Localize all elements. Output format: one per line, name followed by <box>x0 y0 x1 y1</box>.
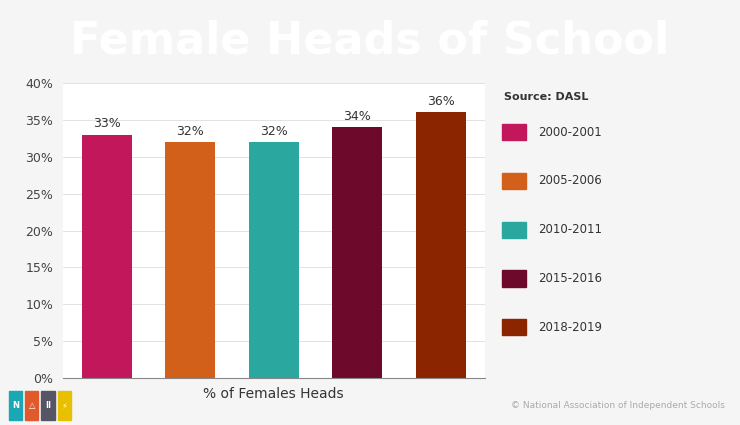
Bar <box>82 135 132 378</box>
Text: 32%: 32% <box>260 125 288 138</box>
Bar <box>416 112 465 378</box>
Text: 34%: 34% <box>343 110 371 123</box>
Text: Female Heads of School: Female Heads of School <box>70 20 670 63</box>
Text: 32%: 32% <box>177 125 204 138</box>
Text: 2000-2001: 2000-2001 <box>539 126 602 139</box>
Text: Source: DASL: Source: DASL <box>505 92 589 102</box>
Text: 2018-2019: 2018-2019 <box>539 320 602 334</box>
Bar <box>502 222 526 238</box>
X-axis label: % of Females Heads: % of Females Heads <box>204 387 344 401</box>
Text: © National Association of Independent Schools: © National Association of Independent Sc… <box>511 401 725 411</box>
Bar <box>332 127 382 378</box>
Bar <box>58 391 71 420</box>
Text: 2010-2011: 2010-2011 <box>539 223 602 236</box>
Bar <box>502 173 526 189</box>
Bar <box>502 270 526 287</box>
Bar <box>166 142 215 378</box>
Text: 33%: 33% <box>93 117 121 130</box>
Text: 36%: 36% <box>427 95 454 108</box>
Text: N: N <box>12 401 19 411</box>
Text: II: II <box>45 401 51 411</box>
Bar <box>41 391 55 420</box>
Text: 2015-2016: 2015-2016 <box>539 272 602 285</box>
Bar <box>25 391 38 420</box>
Bar <box>502 319 526 335</box>
Text: △: △ <box>29 401 35 411</box>
Bar <box>9 391 22 420</box>
Text: ⚡: ⚡ <box>61 401 67 411</box>
Bar <box>249 142 299 378</box>
Bar <box>502 124 526 141</box>
Text: 2005-2006: 2005-2006 <box>539 174 602 187</box>
